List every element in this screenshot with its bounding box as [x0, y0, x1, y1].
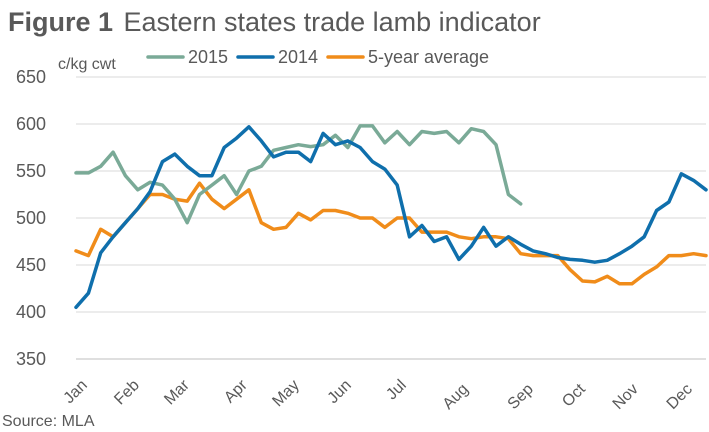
source-note: Source: MLA [2, 413, 95, 430]
x-tick-label: Nov [610, 381, 642, 413]
legend: 2015 2014 5-year average [146, 47, 489, 67]
y-axis-label: c/kg cwt [58, 56, 116, 73]
y-tick-label: 350 [16, 349, 46, 369]
x-tick-label: Feb [111, 377, 143, 409]
series-line-2014 [74, 125, 708, 310]
x-axis-ticks: Jan Feb Mar Apr May Jun Jul Aug Sep Oct Nov Dec [61, 376, 696, 413]
x-tick-label: Jan [61, 377, 91, 407]
gridlines [76, 76, 706, 360]
x-tick-label: Sep [505, 381, 537, 413]
series-line-5-year-average [74, 181, 708, 286]
x-tick-label: May [269, 377, 302, 410]
x-tick-label: Aug [440, 381, 472, 413]
x-tick-label: Jul [383, 377, 409, 403]
y-tick-label: 650 [16, 67, 46, 87]
chart-title: Figure 1 Eastern states trade lamb indic… [8, 7, 541, 37]
legend-label: 5-year average [368, 47, 489, 67]
y-axis-ticks: 350 400 450 500 550 600 650 [16, 67, 46, 369]
series-lines [74, 124, 708, 310]
legend-label: 2014 [278, 47, 318, 67]
x-tick-label: Dec [664, 381, 696, 413]
x-tick-label: Oct [559, 380, 589, 410]
figure-label: Figure 1 [8, 7, 113, 37]
x-tick-label: Apr [221, 376, 251, 406]
y-tick-label: 600 [16, 114, 46, 134]
x-tick-label: Jun [325, 377, 355, 407]
x-tick-label: Mar [161, 376, 193, 408]
legend-label: 2015 [188, 47, 228, 67]
y-tick-label: 400 [16, 302, 46, 322]
y-tick-label: 550 [16, 161, 46, 181]
y-tick-label: 450 [16, 255, 46, 275]
y-tick-label: 500 [16, 208, 46, 228]
series-line-2015 [74, 124, 523, 225]
chart-title-text: Eastern states trade lamb indicator [123, 7, 540, 37]
